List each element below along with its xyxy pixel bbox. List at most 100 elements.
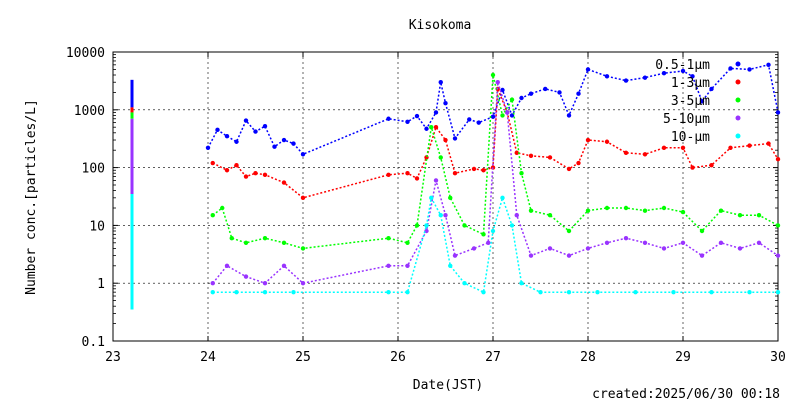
data-point <box>262 236 268 241</box>
data-point <box>471 166 477 172</box>
data-point <box>210 160 215 166</box>
data-point <box>281 263 287 269</box>
data-point <box>424 228 429 234</box>
legend-label: 1-3μm <box>671 76 710 91</box>
data-point <box>566 228 572 234</box>
y-tick-label: 1 <box>97 277 105 292</box>
data-point <box>766 141 771 146</box>
legend-marker <box>735 79 741 85</box>
legend-label: 5-10μm <box>663 112 710 127</box>
data-point <box>234 139 239 144</box>
data-point <box>471 246 477 251</box>
data-point <box>747 143 752 148</box>
data-point <box>505 110 510 115</box>
data-point <box>509 223 515 228</box>
data-point <box>443 137 448 143</box>
data-point <box>709 86 714 92</box>
data-point <box>300 281 306 286</box>
data-point <box>262 281 268 286</box>
data-point <box>438 80 443 85</box>
data-point <box>243 118 249 123</box>
data-point <box>604 139 610 144</box>
data-point <box>438 155 443 160</box>
data-point <box>775 223 781 228</box>
data-point <box>547 246 553 251</box>
data-point <box>737 246 743 251</box>
data-point <box>495 80 500 85</box>
data-point <box>220 205 225 211</box>
x-tick-label: 30 <box>770 350 786 365</box>
data-point <box>756 240 762 245</box>
data-point <box>661 145 667 151</box>
y-tick-label: 100 <box>82 162 105 177</box>
y-tick-label: 1000 <box>74 104 105 119</box>
data-point <box>452 136 458 141</box>
data-point <box>500 195 505 201</box>
x-tick-label: 25 <box>295 350 311 365</box>
data-point <box>642 75 648 80</box>
data-point <box>528 253 534 258</box>
data-point <box>566 289 572 295</box>
data-point <box>509 97 515 102</box>
legend-marker <box>735 61 741 67</box>
data-point <box>443 213 448 218</box>
data-point <box>205 145 211 151</box>
data-point <box>429 195 434 201</box>
data-point <box>528 208 534 213</box>
data-point <box>642 240 648 245</box>
data-point <box>728 66 733 71</box>
data-point <box>486 240 491 245</box>
data-point <box>775 253 781 258</box>
data-point <box>543 86 548 92</box>
data-point <box>709 289 714 295</box>
data-point <box>300 195 306 201</box>
data-point <box>775 156 781 162</box>
data-point <box>699 228 705 234</box>
data-point <box>481 168 486 173</box>
data-point <box>443 101 448 106</box>
data-point <box>528 91 534 96</box>
series-trace <box>212 195 778 294</box>
data-point <box>253 129 258 134</box>
data-point <box>718 240 724 245</box>
data-point <box>547 213 553 218</box>
data-point <box>680 240 686 245</box>
data-point <box>433 124 439 130</box>
data-point <box>234 289 239 295</box>
data-point <box>262 289 268 295</box>
legend-marker <box>735 133 741 139</box>
data-point <box>386 116 391 121</box>
data-point <box>433 178 439 183</box>
x-tick-label: 29 <box>675 350 691 365</box>
legend-marker <box>735 97 741 103</box>
chart-title: Kisokoma <box>409 18 472 33</box>
y-tick-label: 0.1 <box>82 335 105 350</box>
data-point <box>514 150 519 156</box>
data-point <box>699 99 705 104</box>
data-point <box>585 137 591 143</box>
data-series <box>205 62 781 295</box>
data-point <box>585 67 591 72</box>
data-point <box>452 253 458 258</box>
data-point <box>633 289 638 295</box>
data-point <box>405 240 410 245</box>
data-point <box>661 70 667 76</box>
data-point <box>281 180 287 185</box>
data-point <box>747 289 752 295</box>
data-point <box>661 246 667 251</box>
data-point <box>386 236 391 241</box>
data-point <box>448 195 453 201</box>
data-point <box>747 67 752 72</box>
data-point <box>756 213 762 218</box>
data-point <box>718 208 724 213</box>
data-point <box>623 236 629 241</box>
data-point <box>476 120 481 125</box>
x-tick-label: 26 <box>390 350 406 365</box>
data-point <box>215 127 220 133</box>
legend: 0.5-1μm 1-3μm 3-5μm 5-10μm 10-μm <box>655 58 741 145</box>
data-point <box>585 246 591 251</box>
x-tick-label: 23 <box>105 350 121 365</box>
data-point <box>737 213 743 218</box>
data-point <box>234 163 239 168</box>
data-point <box>481 289 486 295</box>
